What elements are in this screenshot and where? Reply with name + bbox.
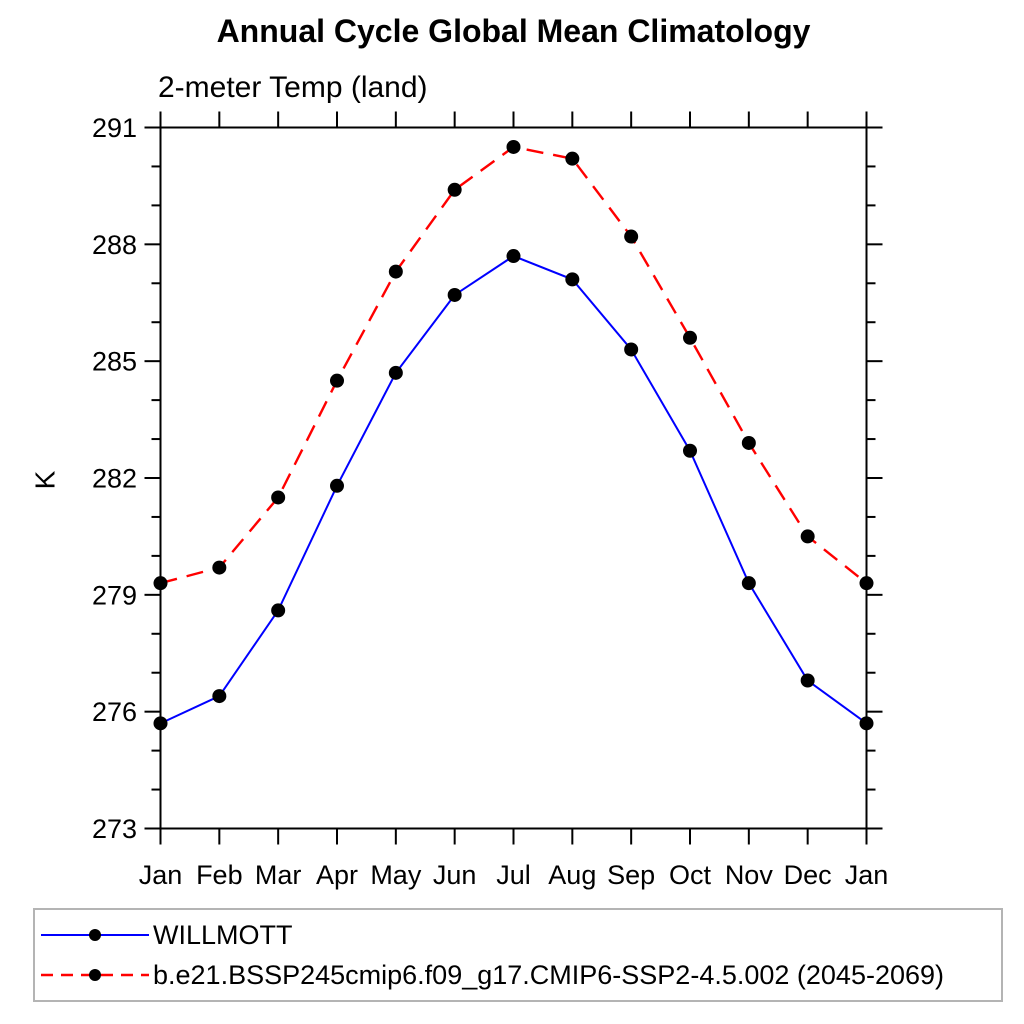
- y-tick-label: 288: [92, 230, 137, 260]
- data-point: [565, 272, 580, 287]
- x-tick-label: Jul: [496, 860, 531, 890]
- data-point: [506, 249, 521, 264]
- data-point: [624, 342, 639, 357]
- x-tick-label: Dec: [784, 860, 832, 890]
- chart-title: Annual Cycle Global Mean Climatology: [216, 13, 811, 49]
- data-point: [565, 151, 580, 166]
- y-tick-label: 291: [92, 113, 137, 143]
- data-point: [271, 490, 286, 505]
- data-point: [800, 529, 815, 544]
- series-line-1: [160, 145, 868, 585]
- data-point: [741, 435, 756, 450]
- x-tick-label: Sep: [607, 860, 655, 890]
- legend-label-willmott: WILLMOTT: [153, 919, 293, 950]
- x-tick-label: Jan: [139, 860, 183, 890]
- plot-border: [159, 126, 868, 830]
- data-point: [800, 673, 815, 688]
- data-point: [447, 287, 462, 302]
- data-point: [153, 576, 168, 591]
- x-tick-label: Jan: [845, 860, 889, 890]
- y-axis-unit-label: K: [29, 470, 61, 490]
- data-point: [388, 365, 403, 380]
- data-point: [212, 560, 227, 575]
- legend-label-model: b.e21.BSSP245cmip6.f09_g17.CMIP6-SSP2-4.…: [153, 959, 945, 990]
- legend-box: WILLMOTT b.e21.BSSP245cmip6.f09_g17.CMIP…: [33, 908, 1003, 1002]
- data-point: [859, 576, 874, 591]
- x-tick-label: Mar: [255, 860, 302, 890]
- data-point: [683, 330, 697, 345]
- legend-row-willmott: WILLMOTT: [35, 920, 1001, 950]
- x-tick-label: Aug: [548, 860, 596, 890]
- y-tick-label: 282: [92, 464, 137, 494]
- series-line-0: [160, 254, 868, 725]
- data-point: [683, 443, 697, 458]
- y-tick-label: 279: [92, 580, 137, 610]
- data-point: [212, 689, 227, 704]
- data-point: [447, 182, 462, 197]
- data-point: [624, 229, 639, 244]
- legend-row-model: b.e21.BSSP245cmip6.f09_g17.CMIP6-SSP2-4.…: [35, 960, 1001, 990]
- y-tick-label: 276: [92, 697, 137, 727]
- y-tick-label: 273: [92, 814, 137, 844]
- data-point: [330, 373, 344, 388]
- data-point: [271, 603, 286, 618]
- chart-subtitle: 2-meter Temp (land): [158, 71, 428, 104]
- data-point: [153, 716, 168, 731]
- y-tick-label: 285: [92, 347, 137, 377]
- x-tick-label: Oct: [669, 860, 712, 890]
- x-tick-label: Apr: [316, 860, 358, 890]
- x-tick-label: Jun: [433, 860, 477, 890]
- x-tick-label: Feb: [196, 860, 243, 890]
- data-point: [506, 139, 521, 154]
- data-point: [741, 576, 756, 591]
- legend-line-sample-solid: [41, 929, 149, 941]
- x-tick-label: Nov: [725, 860, 774, 890]
- data-point: [330, 478, 344, 493]
- data-point: [859, 716, 874, 731]
- x-tick-label: May: [370, 860, 422, 890]
- data-point: [388, 264, 403, 279]
- legend-line-sample-dashed: [41, 969, 149, 981]
